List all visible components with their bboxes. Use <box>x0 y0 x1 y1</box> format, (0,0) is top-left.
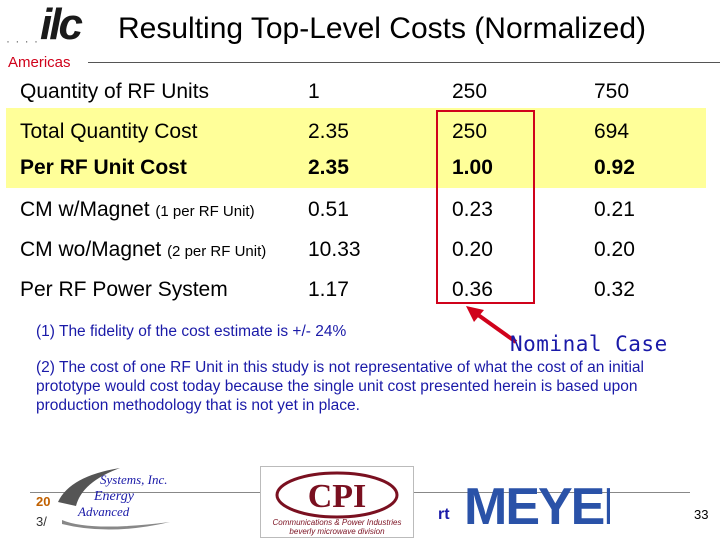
cpi-logo-text: CPI <box>308 478 367 515</box>
cell-qty-250: 0.23 <box>452 198 493 221</box>
highlight-band <box>6 108 706 188</box>
logo-ilc-text: ilc <box>40 0 83 49</box>
systems-energy-advanced-logo: Systems, Inc. Energy Advanced <box>58 468 170 530</box>
row-label: Per RF Unit Cost <box>20 156 187 179</box>
row-label: Quantity of RF Units <box>20 80 210 103</box>
meyer-logo-text: MEYER <box>464 478 610 532</box>
ilc-americas-logo: · · · · ilc Americas <box>4 0 90 71</box>
cell-qty-1: 2.35 <box>308 120 349 143</box>
table-row: CM w/Magnet (1 per RF Unit) 0.51 0.23 0.… <box>20 198 700 234</box>
slide-title: Resulting Top-Level Costs (Normalized) <box>118 12 646 45</box>
cell-qty-250: 250 <box>452 80 488 103</box>
cell-qty-1: 1.17 <box>308 278 349 301</box>
table-row: Per RF Unit Cost 2.35 1.00 0.92 <box>20 156 700 192</box>
row-label: CM w/Magnet (1 per RF Unit) <box>20 198 255 221</box>
cell-qty-250: 250 <box>452 120 488 143</box>
row-label: Total Quantity Cost <box>20 120 198 143</box>
table-row: Quantity of RF Units 1 250 750 <box>20 80 700 116</box>
cell-qty-1: 10.33 <box>308 238 361 261</box>
cell-qty-750: 0.20 <box>594 238 635 261</box>
table-row: CM wo/Magnet (2 per RF Unit) 10.33 0.20 … <box>20 238 700 274</box>
cell-qty-250: 0.20 <box>452 238 493 261</box>
footer-text-partial: rt <box>438 506 450 523</box>
cpi-logo-sub2: beverly microwave division <box>289 527 385 536</box>
note-prototype: (2) The cost of one RF Unit in this stud… <box>36 359 644 414</box>
sea-logo-line1: Systems, Inc. <box>100 472 168 487</box>
footer-date-line1: 20 <box>36 494 51 509</box>
sea-logo-line3: Advanced <box>77 504 130 519</box>
logo-dots: · · · · <box>6 34 39 48</box>
cell-qty-750: 0.32 <box>594 278 635 301</box>
row-label: CM wo/Magnet (2 per RF Unit) <box>20 238 267 261</box>
cell-qty-250: 1.00 <box>452 156 493 179</box>
cell-qty-750: 0.92 <box>594 156 635 179</box>
footer-date-line2: 3/ <box>36 514 47 529</box>
cell-qty-250: 0.36 <box>452 278 493 301</box>
meyer-logo: MEYER <box>464 478 610 532</box>
cell-qty-1: 0.51 <box>308 198 349 221</box>
logo-subtitle: Americas <box>8 54 71 71</box>
note-fidelity: (1) The fidelity of the cost estimate is… <box>36 323 347 340</box>
row-label: Per RF Power System <box>20 278 228 301</box>
cell-qty-750: 750 <box>594 80 630 103</box>
sea-logo-line2: Energy <box>93 489 135 504</box>
cell-qty-1: 1 <box>308 80 320 103</box>
title-divider <box>88 62 720 63</box>
nominal-case-label: Nominal Case <box>510 332 668 356</box>
page-number: 33 <box>694 507 709 522</box>
arrow-icon <box>466 306 518 344</box>
cell-qty-750: 0.21 <box>594 198 635 221</box>
cell-qty-1: 2.35 <box>308 156 349 179</box>
cpi-logo: CPI Communications & Power Industries be… <box>260 466 414 538</box>
table-row: Per RF Power System 1.17 0.36 0.32 <box>20 278 700 314</box>
nominal-case-box <box>436 110 535 304</box>
cell-qty-750: 694 <box>594 120 630 143</box>
cpi-logo-sub1: Communications & Power Industries <box>273 518 402 527</box>
table-row: Total Quantity Cost 2.35 250 694 <box>20 120 700 156</box>
